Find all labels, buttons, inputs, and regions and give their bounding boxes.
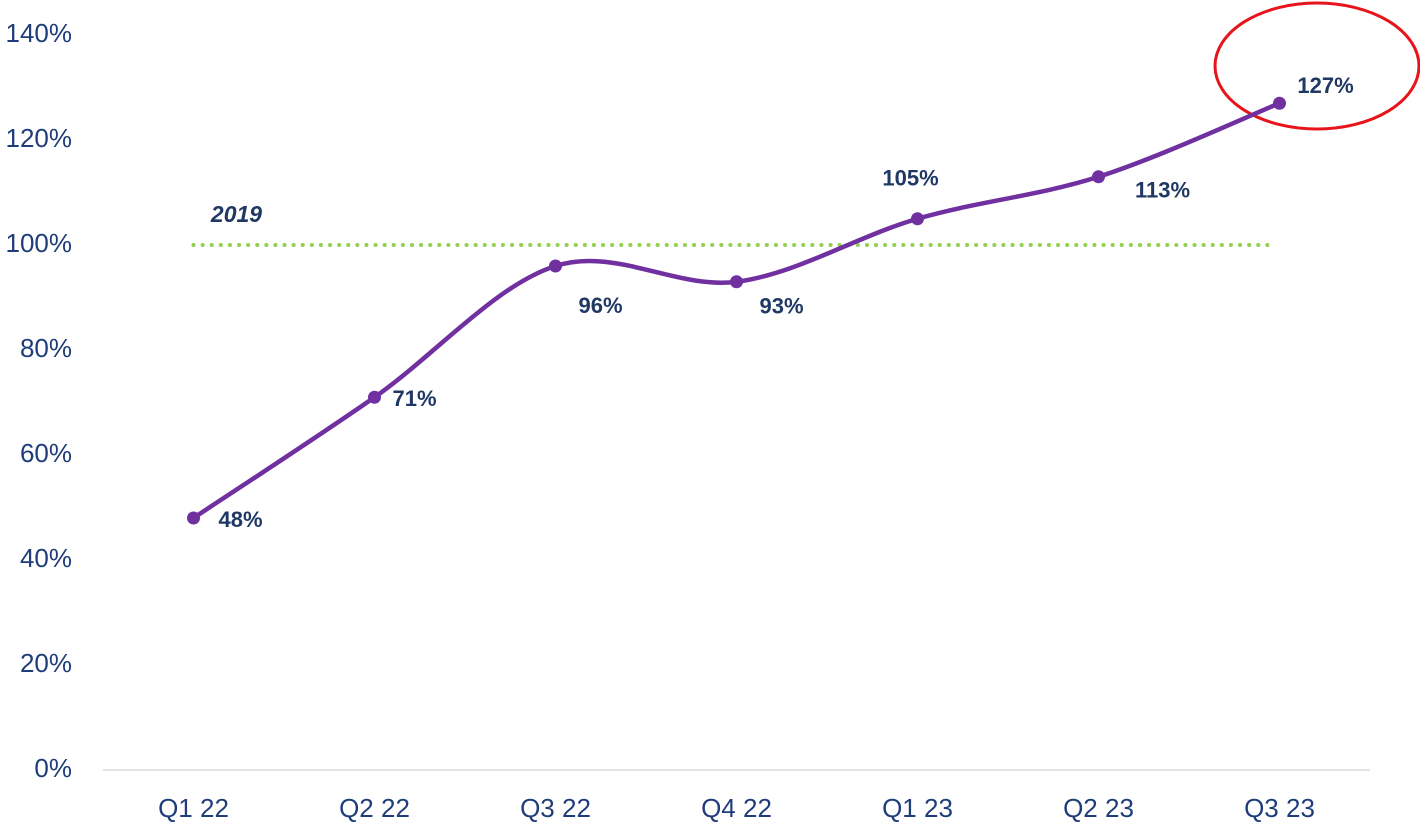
y-tick-label: 60%: [20, 438, 72, 468]
x-tick-label: Q1 22: [158, 793, 229, 823]
point: [730, 275, 743, 289]
data-label: 127%: [1297, 73, 1353, 98]
y-tick-label: 40%: [20, 543, 72, 573]
y-tick-label: 0%: [34, 753, 72, 783]
point: [549, 259, 562, 273]
y-tick-label: 80%: [20, 333, 72, 363]
point: [911, 212, 924, 226]
data-label: 105%: [882, 166, 938, 191]
x-tick-label: Q2 23: [1063, 793, 1134, 823]
data-label: 93%: [759, 294, 803, 319]
data-label: 113%: [1135, 178, 1190, 203]
y-tick-label: 140%: [6, 18, 73, 48]
y-tick-label: 120%: [6, 123, 73, 153]
data-label: 71%: [392, 386, 436, 411]
x-tick-label: Q4 22: [701, 793, 772, 823]
data-label: 96%: [578, 293, 622, 318]
y-tick-label: 100%: [6, 228, 73, 258]
x-tick-label: Q2 22: [339, 793, 410, 823]
point: [1092, 170, 1105, 184]
point: [187, 511, 200, 525]
x-tick-label: Q3 22: [520, 793, 591, 823]
x-tick-label: Q3 23: [1244, 793, 1315, 823]
y-tick-label: 20%: [20, 648, 72, 678]
x-tick-label: Q1 23: [882, 793, 953, 823]
data-label: 48%: [218, 507, 262, 532]
point: [1273, 96, 1286, 110]
reference-line-label: 2019: [210, 201, 262, 227]
series-line: [191, 101, 1282, 521]
point: [368, 390, 381, 404]
highlight-ellipse: [1213, 1, 1420, 131]
